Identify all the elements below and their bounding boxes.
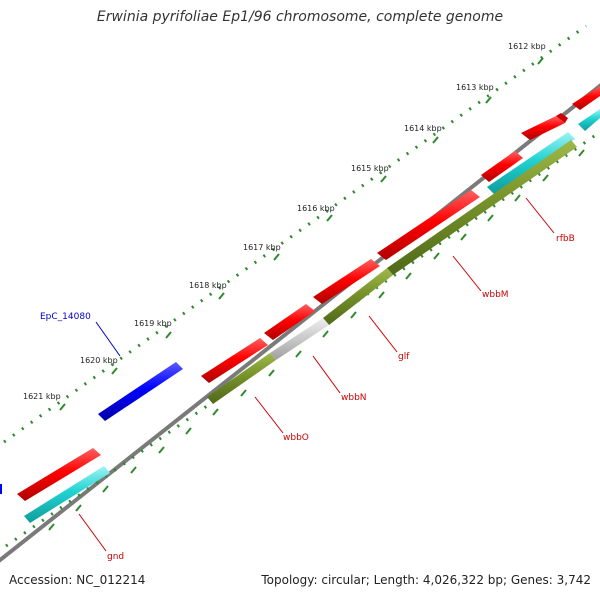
tick-label-1614: 1614 kbp <box>404 124 442 133</box>
gene-bar-green-1 <box>387 140 577 275</box>
leader-line-EpC_14080 <box>95 321 121 357</box>
cds-red-rfbB-extension <box>572 86 600 110</box>
gene-label-wbbN: wbbN <box>341 393 367 403</box>
gene-leader-lines <box>78 197 555 552</box>
tick-label-1612: 1612 kbp <box>508 42 546 51</box>
cds-red-wbbM <box>481 151 523 182</box>
tick-label-1619: 1619 kbp <box>134 319 172 328</box>
gene-label-wbbM: wbbM <box>482 290 509 300</box>
tick-label-1617: 1617 kbp <box>243 243 281 252</box>
gene-bar-cyan-1 <box>578 109 600 131</box>
cds-red-wbbO <box>264 304 315 340</box>
outer-ruler-line <box>3 24 587 444</box>
cds-red-glf <box>377 190 480 260</box>
blue-edge-marker <box>0 484 2 494</box>
cds-red-gnd <box>17 448 101 501</box>
gene-bar-cyan-2 <box>487 132 575 194</box>
cds-red-rfbB <box>521 113 568 140</box>
tick-label-1620: 1620 kbp <box>80 356 118 365</box>
genome-summary-text: Topology: circular; Length: 4,026,322 bp… <box>261 573 591 587</box>
outer-ruler-major-ticks <box>59 57 544 411</box>
cds-blue-EpC_14080 <box>98 362 183 421</box>
gene-bar-green-3 <box>207 353 276 404</box>
tick-label-1615: 1615 kbp <box>351 164 389 173</box>
gene-label-glf: glf <box>398 352 410 362</box>
accession-text: Accession: NC_012214 <box>9 573 146 587</box>
gene-label-rfbB: rfbB <box>556 234 575 244</box>
gene-bar-gray <box>270 318 329 360</box>
gene-label-EpC_14080: EpC_14080 <box>40 312 91 322</box>
inner-ruler-ticks <box>48 149 585 531</box>
tick-label-1616: 1616 kbp <box>297 204 335 213</box>
cds-red-wbbN <box>313 259 380 304</box>
cds-red-orf <box>201 338 268 383</box>
tick-label-1621: 1621 kbp <box>23 392 61 401</box>
gene-label-gnd: gnd <box>107 552 124 562</box>
gene-bar-green-2 <box>323 268 393 325</box>
map-title: Erwinia pyrifoliae Ep1/96 chromosome, co… <box>96 9 504 25</box>
tick-label-1618: 1618 kbp <box>189 281 227 290</box>
tick-label-1613: 1613 kbp <box>456 83 494 92</box>
gene-label-wbbO: wbbO <box>283 433 309 443</box>
gene-bar-cyan-3 <box>24 466 110 523</box>
